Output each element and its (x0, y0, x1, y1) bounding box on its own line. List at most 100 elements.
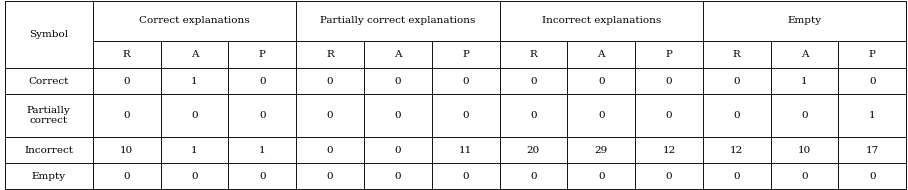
Bar (432, 41, 499, 68)
Bar (838, 68, 906, 94)
Bar (161, 137, 229, 163)
Text: 0: 0 (530, 77, 537, 86)
Bar (568, 137, 635, 163)
Bar (838, 137, 906, 163)
Bar (499, 163, 568, 189)
Text: A: A (597, 50, 605, 59)
Bar (93, 163, 161, 189)
Text: 0: 0 (395, 146, 401, 155)
Text: A: A (801, 50, 808, 59)
Text: 0: 0 (259, 77, 266, 86)
Bar (499, 94, 568, 137)
Bar (499, 41, 568, 68)
Text: 0: 0 (801, 111, 808, 120)
Bar (296, 1, 499, 41)
Bar (703, 41, 771, 68)
Text: 1: 1 (192, 77, 198, 86)
Bar (296, 41, 364, 68)
Text: P: P (666, 50, 673, 59)
Text: Empty: Empty (32, 172, 65, 181)
Bar (229, 163, 296, 189)
Bar (296, 163, 364, 189)
Text: R: R (123, 50, 131, 59)
Text: 0: 0 (327, 77, 333, 86)
Bar (161, 163, 229, 189)
Text: 0: 0 (597, 111, 605, 120)
Bar (838, 163, 906, 189)
Bar (432, 94, 499, 137)
Bar (771, 163, 838, 189)
Bar (568, 163, 635, 189)
Text: 1: 1 (259, 146, 266, 155)
Text: 12: 12 (730, 146, 744, 155)
Text: 17: 17 (865, 146, 879, 155)
Bar (635, 137, 703, 163)
Text: Symbol: Symbol (29, 30, 68, 39)
Text: 0: 0 (395, 111, 401, 120)
Text: 10: 10 (120, 146, 133, 155)
Text: 12: 12 (662, 146, 676, 155)
Text: 0: 0 (869, 77, 875, 86)
Text: 29: 29 (595, 146, 607, 155)
Text: Correct: Correct (28, 77, 69, 86)
Bar (771, 68, 838, 94)
Text: 0: 0 (597, 172, 605, 181)
Text: 0: 0 (123, 111, 130, 120)
Text: 11: 11 (459, 146, 472, 155)
Bar (5, 163, 93, 189)
Text: 0: 0 (327, 111, 333, 120)
Text: Incorrect explanations: Incorrect explanations (541, 16, 661, 25)
Bar (229, 41, 296, 68)
Text: Correct explanations: Correct explanations (139, 16, 250, 25)
Bar (838, 41, 906, 68)
Bar (364, 137, 432, 163)
Bar (838, 94, 906, 137)
Text: R: R (529, 50, 538, 59)
Text: 0: 0 (123, 77, 130, 86)
Bar (635, 41, 703, 68)
Bar (364, 94, 432, 137)
Bar (771, 94, 838, 137)
Bar (432, 68, 499, 94)
Text: 0: 0 (734, 172, 740, 181)
Bar (5, 1, 93, 68)
Text: 10: 10 (798, 146, 811, 155)
Text: 0: 0 (666, 111, 672, 120)
Bar (93, 94, 161, 137)
Bar (161, 41, 229, 68)
Text: 0: 0 (462, 111, 469, 120)
Bar (93, 41, 161, 68)
Text: 0: 0 (259, 172, 266, 181)
Text: 0: 0 (734, 111, 740, 120)
Bar (229, 137, 296, 163)
Text: R: R (733, 50, 741, 59)
Bar (5, 137, 93, 163)
Bar (296, 94, 364, 137)
Bar (161, 94, 229, 137)
Text: 0: 0 (192, 172, 198, 181)
Bar (703, 163, 771, 189)
Bar (635, 94, 703, 137)
Bar (93, 1, 296, 41)
Text: 1: 1 (869, 111, 875, 120)
Text: 0: 0 (395, 77, 401, 86)
Text: 1: 1 (192, 146, 198, 155)
Text: 0: 0 (192, 111, 198, 120)
Bar (229, 68, 296, 94)
Bar (364, 68, 432, 94)
Bar (161, 68, 229, 94)
Text: 0: 0 (123, 172, 130, 181)
Bar (771, 41, 838, 68)
Text: Partially
correct: Partially correct (27, 106, 71, 125)
Text: 0: 0 (530, 172, 537, 181)
Text: 0: 0 (869, 172, 875, 181)
Bar (703, 68, 771, 94)
Bar (93, 137, 161, 163)
Text: 0: 0 (597, 77, 605, 86)
Text: Empty: Empty (787, 16, 822, 25)
Text: P: P (869, 50, 875, 59)
Bar (635, 163, 703, 189)
Bar (499, 68, 568, 94)
Bar (5, 68, 93, 94)
Bar (364, 163, 432, 189)
